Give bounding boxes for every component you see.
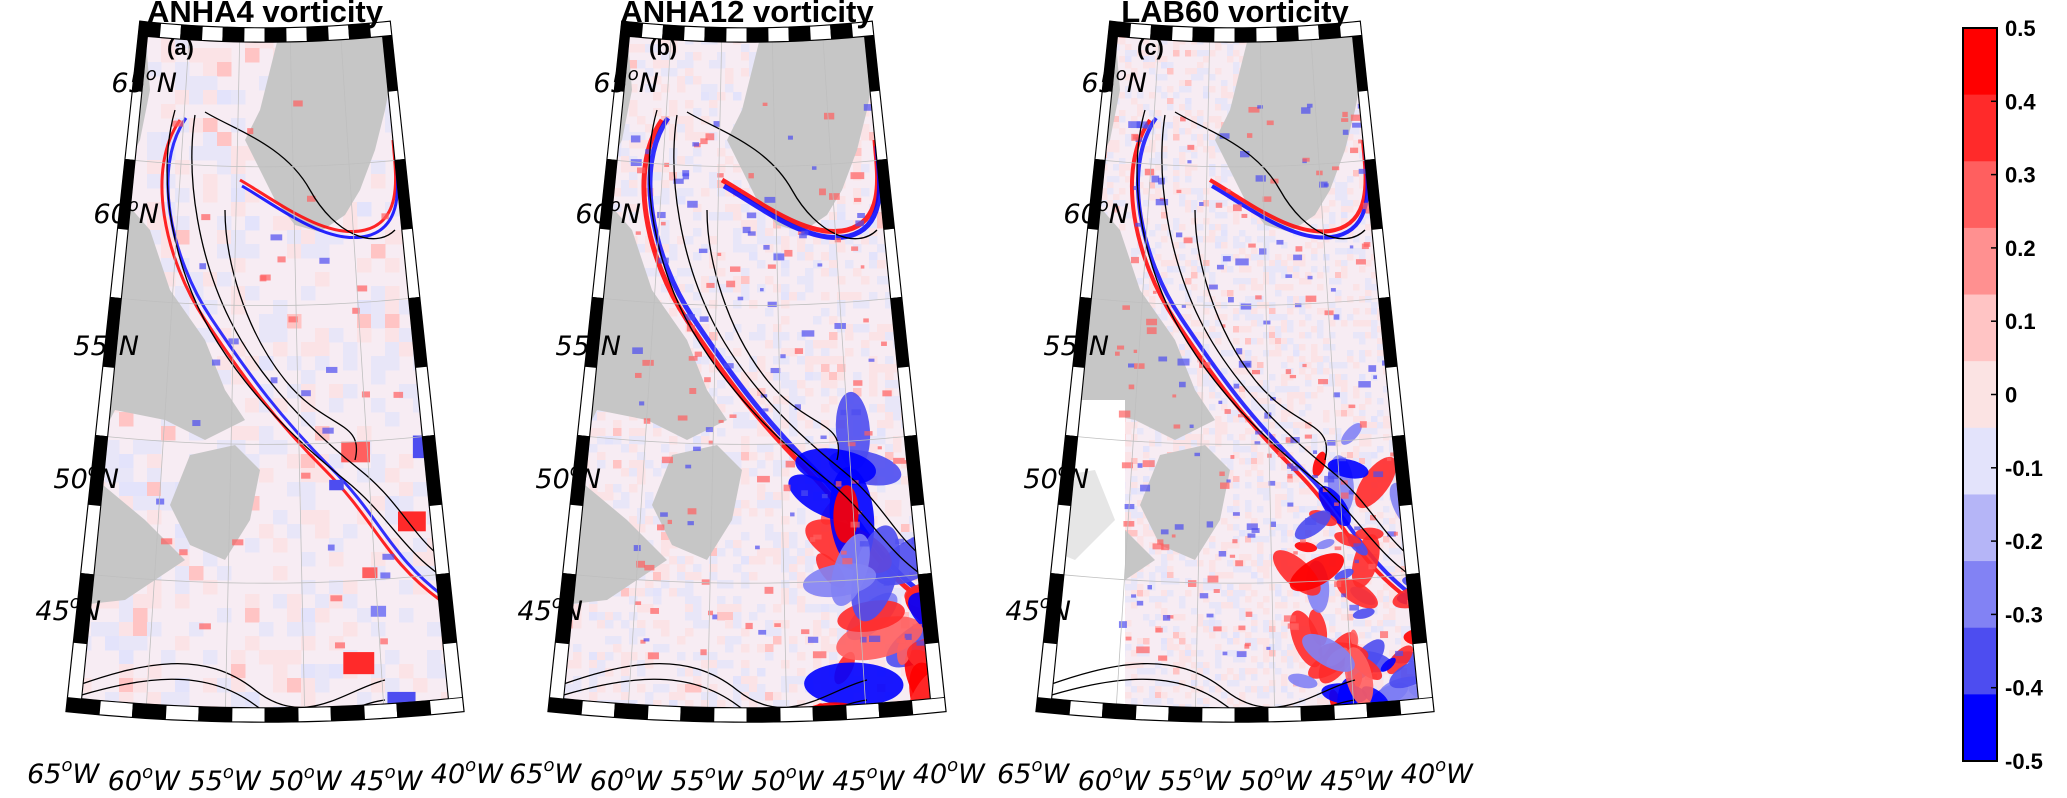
panel-label: (b): [649, 35, 677, 60]
lat-tick-label: 45oN: [517, 592, 583, 627]
lat-tick-label: 60oN: [575, 195, 641, 230]
colorbar-swatch: [1963, 94, 1997, 162]
graticule: [563, 36, 931, 708]
lon-tick-label: 65oW: [509, 755, 582, 790]
lat-tick-label: 65oN: [111, 64, 177, 99]
lon-tick-label: 65oW: [997, 755, 1070, 790]
colorbar-tick-label: -0.1: [2005, 456, 2043, 481]
colorbar-tick-label: -0.3: [2005, 602, 2043, 627]
panel-b: ANHA12 vorticity (b) 65oN 60oN 55oN 50oN 45oN 6…: [509, 0, 986, 797]
panel-title: ANHA12 vorticity: [620, 0, 874, 29]
panel-label: (c): [1137, 35, 1164, 60]
panel-c: LAB60 vorticity (c) 65oN 60oN 55oN 50oN 45oN 65…: [997, 0, 1474, 797]
colorbar-swatch: [1963, 161, 1997, 229]
depth-contours: [81, 109, 449, 708]
lon-tick-label: 50oW: [269, 762, 342, 797]
lon-tick-label: 45oW: [832, 762, 905, 797]
map-frame: [1035, 20, 1435, 723]
lat-tick-label: 45oN: [1005, 592, 1071, 627]
lon-tick-label: 50oW: [1239, 762, 1312, 797]
colorbar-tick-label: -0.2: [2005, 529, 2043, 554]
map-frame: [65, 20, 465, 723]
lon-tick-label: 65oW: [27, 755, 100, 790]
colorbar-swatch: [1963, 227, 1997, 296]
lon-tick-label: 60oW: [1078, 762, 1151, 797]
greenland: [727, 36, 877, 232]
colorbar: 0.5 0.4 0.3 0.2 0.1 0 -0.1 -0.2 -0.3 -0.4 -0.5: [1962, 16, 2044, 774]
lat-tick-label: 60oN: [93, 195, 159, 230]
colorbar-swatch: [1963, 494, 1997, 562]
lon-tick-label: 50oW: [751, 762, 824, 797]
depth-contours: [563, 109, 931, 708]
lon-tick-label: 45oW: [1320, 762, 1393, 797]
colorbar-tick-label: 0.1: [2005, 309, 2036, 334]
panel-title: LAB60 vorticity: [1121, 0, 1349, 29]
colorbar-swatch: [1963, 561, 1997, 629]
lat-tick-label: 65oN: [593, 64, 659, 99]
lat-tick-label: 60oN: [1063, 195, 1129, 230]
colorbar-tick-label: 0.3: [2005, 163, 2036, 188]
lat-tick-label: 55oN: [73, 327, 139, 362]
colorbar-tick-label: -0.4: [2005, 676, 2044, 701]
lat-tick-label: 45oN: [35, 592, 101, 627]
panel-label: (a): [167, 35, 194, 60]
colorbar-tick-label: 0.2: [2005, 236, 2036, 261]
depth-contours: [1051, 109, 1419, 708]
colorbar-swatch: [1963, 627, 1997, 695]
colorbar-tick-label: 0: [2005, 383, 2017, 408]
colorbar-tick-label: 0.5: [2005, 16, 2036, 41]
colorbar-swatch: [1963, 694, 1997, 762]
lat-tick-label: 55oN: [555, 327, 621, 362]
lon-tick-label: 55oW: [1159, 762, 1232, 797]
map-area: [1051, 36, 1419, 708]
panel-title: ANHA4 vorticity: [147, 0, 384, 29]
greenland: [245, 36, 395, 232]
graticule: [81, 36, 449, 708]
lon-tick-label: 45oW: [350, 762, 423, 797]
colorbar-swatch: [1963, 427, 1997, 496]
lon-tick-label: 55oW: [671, 762, 744, 797]
newfoundland: [652, 445, 742, 560]
lat-tick-label: 65oN: [1081, 64, 1147, 99]
lon-tick-label: 60oW: [590, 762, 663, 797]
colorbar-swatch: [1963, 294, 1997, 362]
colorbar-swatch: [1963, 28, 1997, 96]
greenland: [1215, 36, 1365, 232]
colorbar-tick-label: -0.5: [2005, 749, 2043, 774]
graticule: [1051, 36, 1419, 708]
lat-tick-label: 50oN: [535, 460, 601, 495]
lon-tick-label: 60oW: [108, 762, 181, 797]
colorbar-tick-label: 0.4: [2005, 89, 2036, 114]
lat-tick-label: 50oN: [1023, 460, 1089, 495]
lon-tick-label: 40oW: [913, 755, 986, 790]
panel-a: ANHA4 vorticity (a) 65oN 60oN 55oN 50oN 45oN 65…: [27, 0, 504, 797]
lat-tick-label: 55oN: [1043, 327, 1109, 362]
lon-tick-label: 55oW: [189, 762, 262, 797]
newfoundland: [170, 445, 260, 560]
lon-tick-label: 40oW: [1401, 755, 1474, 790]
map-frame: [547, 20, 947, 723]
lon-tick-label: 40oW: [431, 755, 504, 790]
lat-tick-label: 50oN: [53, 460, 119, 495]
